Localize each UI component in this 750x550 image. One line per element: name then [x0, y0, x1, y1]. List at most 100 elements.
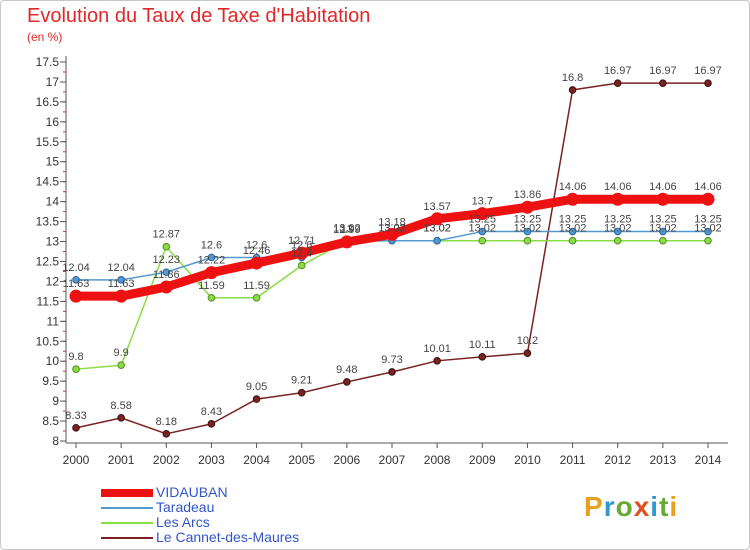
data-point [523, 227, 532, 236]
data-label: 9.48 [336, 364, 357, 376]
y-tick-label: 10 [46, 354, 60, 368]
data-label: 13.02 [604, 223, 632, 235]
y-tick-label: 12.5 [36, 254, 60, 268]
data-label: 13.25 [649, 214, 677, 226]
y-tick-label: 17.5 [36, 55, 60, 69]
proxiti-logo: Proxiti [584, 491, 678, 523]
data-point [250, 256, 264, 270]
y-tick-label: 15 [46, 155, 60, 169]
data-point [568, 227, 577, 236]
y-tick-label: 16 [46, 115, 60, 129]
data-label: 11.59 [243, 280, 270, 292]
data-point [117, 414, 125, 422]
data-label: 9.21 [291, 375, 312, 387]
data-label: 8.58 [110, 400, 131, 412]
data-point [159, 280, 173, 294]
legend-item: Taradeau [101, 500, 299, 515]
data-label: 12.46 [243, 245, 271, 257]
data-label: 9.9 [113, 347, 128, 359]
data-label: 14.06 [559, 181, 587, 193]
y-tick-label: 8.5 [42, 414, 59, 428]
data-label: 12.6 [201, 239, 222, 251]
data-point [295, 246, 309, 260]
y-tick-label: 13.5 [36, 215, 60, 229]
data-point [117, 276, 125, 284]
data-label: 13.02 [378, 223, 406, 235]
y-tick-label: 8 [52, 434, 59, 448]
data-label: 13.25 [514, 214, 542, 226]
data-point [701, 192, 715, 206]
data-point [204, 266, 218, 280]
x-tick-label: 2006 [334, 453, 361, 467]
data-point [704, 79, 712, 87]
data-label: 10.01 [423, 343, 451, 355]
data-point [478, 227, 487, 236]
y-tick-label: 9.5 [42, 374, 59, 388]
legend-item: Le Cannet-des-Maures [101, 530, 299, 545]
y-tick-label: 9 [52, 394, 59, 408]
legend-swatch [101, 506, 153, 509]
data-label: 11.86 [153, 269, 180, 281]
x-tick-label: 2012 [604, 453, 631, 467]
data-label: 8.18 [156, 416, 177, 428]
x-tick-label: 2002 [153, 453, 180, 467]
data-point [343, 378, 351, 386]
x-tick-label: 2009 [469, 453, 496, 467]
data-label: 12.04 [107, 262, 135, 274]
data-label: 13.02 [423, 223, 451, 235]
data-point [613, 227, 622, 236]
data-label: 12.4 [291, 247, 312, 259]
data-label: 16.8 [562, 72, 583, 84]
data-label: 13.02 [423, 223, 451, 235]
data-point [207, 253, 216, 262]
data-label: 12.6 [291, 239, 312, 251]
data-label: 14.06 [694, 181, 722, 193]
y-tick-label: 12 [46, 274, 60, 288]
data-point [659, 236, 667, 245]
data-point [475, 207, 489, 221]
data-label: 13.02 [333, 223, 361, 235]
data-point [72, 365, 80, 373]
chart-title: Evolution du Taux de Taxe d'Habitation [27, 5, 371, 27]
data-label: 13.02 [649, 223, 677, 235]
data-label: 11.63 [108, 278, 135, 290]
x-tick-label: 2003 [198, 453, 225, 467]
data-point [523, 236, 532, 245]
data-point [297, 261, 306, 270]
x-tick-label: 2004 [243, 453, 270, 467]
data-label: 13.25 [694, 214, 722, 226]
data-label: 14.06 [604, 181, 632, 193]
data-point [117, 361, 125, 370]
legend-item: VIDAUBAN [101, 485, 299, 500]
data-label: 16.97 [694, 65, 722, 77]
y-tick-label: 10.5 [36, 334, 60, 348]
logo-letter: x [633, 491, 651, 522]
data-label: 13.02 [514, 223, 542, 235]
legend-label: Taradeau [156, 499, 215, 515]
y-tick-label: 14.5 [36, 175, 60, 189]
data-label: 13.86 [514, 189, 542, 201]
x-tick-label: 2007 [379, 453, 406, 467]
data-point [659, 79, 667, 87]
series-points [69, 79, 715, 438]
x-tick-label: 2000 [63, 453, 90, 467]
logo-letter: P [584, 491, 604, 522]
data-point [72, 424, 80, 432]
data-label: 13.18 [378, 216, 406, 228]
data-point [433, 236, 441, 245]
data-label: 13.02 [559, 223, 587, 235]
data-point [430, 212, 444, 226]
legend-swatch [101, 536, 153, 539]
data-point [656, 192, 670, 206]
data-label: 11.63 [63, 278, 90, 290]
data-label: 9.05 [246, 381, 267, 393]
data-point [162, 430, 171, 438]
x-tick-label: 2010 [514, 453, 541, 467]
data-label: 10.2 [517, 335, 538, 347]
logo-letter: t [659, 491, 670, 522]
y-tick-label: 16.5 [36, 95, 60, 109]
logo-letter: i [650, 491, 660, 522]
data-point [704, 236, 712, 245]
